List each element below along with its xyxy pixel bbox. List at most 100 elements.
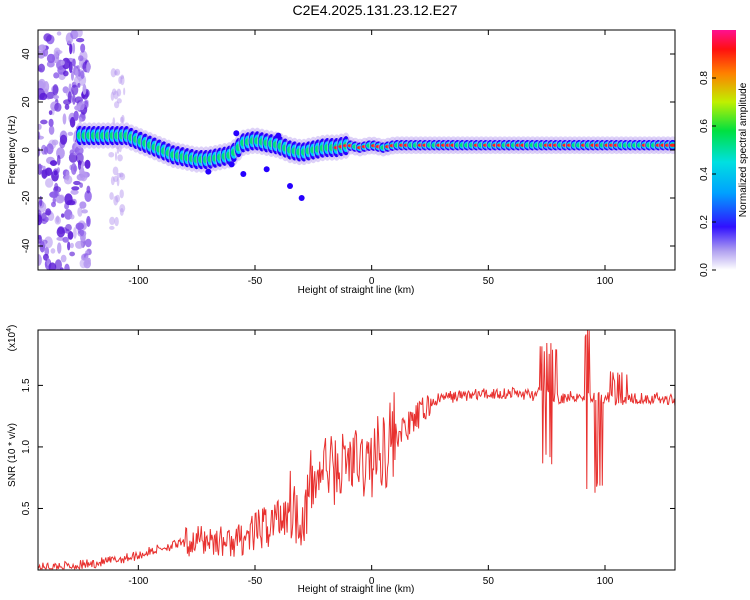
- noise-blob: [84, 100, 89, 108]
- snr-y-tick-label: 1.0: [21, 440, 32, 454]
- noise-blob: [43, 81, 50, 93]
- heatmap-x-tick-label: 50: [483, 276, 495, 287]
- colorbar-label: Normalized spectral amplitude: [738, 82, 749, 217]
- snr-y-axis-label: SNR (10 * v/v): [7, 423, 18, 487]
- heatmap-panel: -100 -50 0 50 100 -40 -20 0 20 40 Height of stra…: [7, 29, 676, 296]
- noise-blob: [53, 95, 60, 100]
- noise-blob: [110, 91, 115, 101]
- noise-blob: [39, 92, 48, 101]
- noise-blob: [82, 83, 87, 95]
- noise-blob: [72, 58, 76, 67]
- noise-blob: [38, 254, 42, 266]
- heatmap-y-axis-label: Frequency (Hz): [7, 116, 18, 185]
- noise-blob: [56, 236, 65, 241]
- heatmap-y-ticks: -40 -20 0 20 40: [21, 48, 675, 253]
- noise-blob: [109, 225, 115, 230]
- noise-blob: [74, 145, 84, 156]
- noise-blob: [54, 259, 62, 270]
- noise-blob: [117, 154, 123, 162]
- heatmap-y-tick-label: 20: [21, 96, 32, 108]
- noise-blob: [123, 87, 126, 96]
- noise-blob: [114, 216, 119, 227]
- noise-blob: [73, 110, 79, 121]
- noise-blob: [77, 101, 85, 111]
- noise-blob: [63, 99, 72, 105]
- noise-blob: [67, 241, 71, 251]
- noise-blob: [40, 144, 47, 155]
- snr-x-ticks: -100 -50 0 50 100: [128, 330, 614, 587]
- heatmap-y-tick-label: -40: [21, 238, 32, 253]
- noise-blob: [42, 165, 46, 170]
- heatmap-marks: [38, 30, 675, 270]
- noise-blob: [110, 176, 115, 186]
- noise-blob: [64, 193, 73, 206]
- ridge-scatter: [205, 168, 212, 175]
- noise-blob: [39, 241, 46, 253]
- noise-blob: [49, 191, 59, 198]
- noise-blob: [54, 216, 61, 225]
- noise-blob: [75, 240, 84, 249]
- noise-blob: [79, 229, 85, 236]
- noise-blob: [75, 222, 85, 231]
- noise-blob: [79, 170, 88, 182]
- heatmap-x-tick-label: 0: [369, 276, 375, 287]
- snr-panel: -100 -50 0 50 100 0.5 1.0 1.5 Height of straig…: [6, 325, 676, 595]
- snr-frame: [37, 329, 676, 571]
- noise-blob: [86, 185, 91, 194]
- noise-blob: [110, 68, 117, 78]
- noise-blob: [38, 164, 44, 169]
- noise-blob: [109, 192, 114, 200]
- heatmap-y-tick-label: 40: [21, 48, 32, 60]
- noise-blob: [38, 214, 43, 226]
- noise-blob: [69, 251, 75, 257]
- snr-x-tick-label: 100: [597, 576, 614, 587]
- noise-blob: [44, 246, 50, 256]
- noise-blob: [84, 190, 92, 202]
- noise-blob: [78, 55, 84, 62]
- noise-blob: [53, 72, 60, 79]
- noise-blob: [79, 201, 87, 209]
- heatmap-x-ticks: -100 -50 0 50 100: [128, 30, 614, 287]
- snr-scale-label: (x104): [6, 325, 18, 352]
- heatmap-x-tick-label: -50: [248, 276, 263, 287]
- noise-blob: [62, 113, 67, 125]
- noise-blob: [54, 102, 62, 112]
- noise-blob: [45, 208, 52, 216]
- colorbar-tick-label: 0.0: [699, 263, 710, 277]
- noise-blob: [54, 182, 59, 192]
- noise-blob: [75, 37, 85, 43]
- colorbar-gradient: [712, 30, 736, 270]
- noise-blob: [84, 238, 92, 248]
- noise-blob: [56, 226, 66, 238]
- noise-blob: [76, 30, 83, 38]
- noise-blob: [78, 117, 83, 123]
- noise-blob: [71, 42, 76, 54]
- noise-blob: [108, 151, 115, 158]
- noise-blob: [48, 110, 53, 116]
- ridge-scatter: [275, 132, 282, 139]
- heatmap-y-tick-label: 0: [21, 147, 32, 153]
- noise-blob: [79, 182, 83, 188]
- noise-blob: [50, 248, 56, 254]
- noise-blob: [46, 143, 54, 155]
- noise-blob: [119, 172, 126, 181]
- noise-blob: [115, 194, 120, 203]
- colorbar: 0.0 0.2 0.4 0.6 0.8 Normalized spectral ampl…: [699, 30, 749, 277]
- noise-blob: [77, 159, 82, 170]
- noise-blob: [65, 170, 70, 181]
- noise-blob: [72, 94, 76, 105]
- noise-blob: [80, 43, 86, 53]
- noise-blob: [71, 186, 80, 191]
- snr-y-tick-label: 0.5: [21, 501, 32, 515]
- noise-blob: [75, 68, 79, 78]
- noise-blob: [77, 207, 83, 217]
- noise-blob: [51, 201, 56, 208]
- noise-blob: [69, 43, 73, 55]
- noise-blob: [61, 213, 65, 218]
- noise-blob: [121, 114, 125, 124]
- noise-blob: [38, 44, 47, 51]
- noise-blob: [70, 70, 74, 81]
- noise-blob: [44, 216, 49, 223]
- noise-blob: [63, 70, 69, 77]
